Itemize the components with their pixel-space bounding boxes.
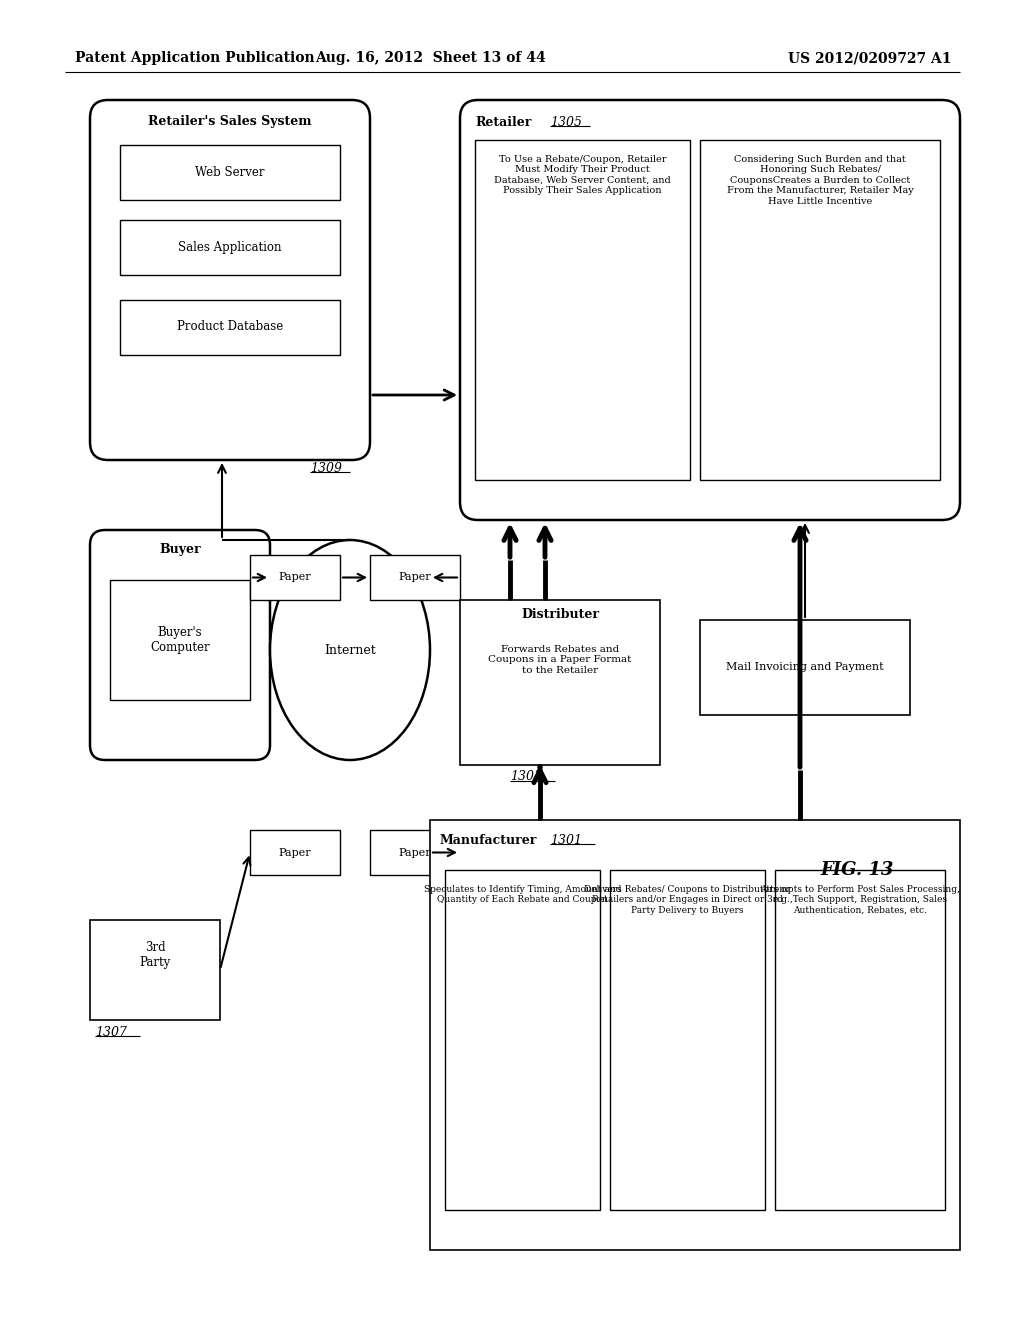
Text: Retailer: Retailer <box>475 116 531 128</box>
Text: Forwards Rebates and
Coupons in a Paper Format
to the Retailer: Forwards Rebates and Coupons in a Paper … <box>488 645 632 675</box>
Text: Internet: Internet <box>325 644 376 656</box>
Bar <box>430 820 961 1250</box>
Text: Retailer's Sales System: Retailer's Sales System <box>148 116 311 128</box>
Text: 1305: 1305 <box>550 116 582 128</box>
Bar <box>90 920 220 1020</box>
Bar <box>250 830 340 875</box>
Bar <box>370 554 460 601</box>
Text: Sales Application: Sales Application <box>178 240 282 253</box>
Bar <box>700 620 910 715</box>
FancyBboxPatch shape <box>460 100 961 520</box>
Text: Mail Invoicing and Payment: Mail Invoicing and Payment <box>726 663 884 672</box>
Bar <box>110 579 250 700</box>
Text: Buyer: Buyer <box>159 544 201 557</box>
Text: Patent Application Publication: Patent Application Publication <box>75 51 314 65</box>
Text: Web Server: Web Server <box>196 165 265 178</box>
Text: Delivers Rebates/ Coupons to Distributors or
Retailers and/or Engages in Direct : Delivers Rebates/ Coupons to Distributor… <box>584 884 791 915</box>
Text: Aug. 16, 2012  Sheet 13 of 44: Aug. 16, 2012 Sheet 13 of 44 <box>314 51 546 65</box>
Text: 1309: 1309 <box>310 462 342 474</box>
Bar <box>700 140 940 480</box>
Bar <box>120 220 340 275</box>
Text: Considering Such Burden and that
Honoring Such Rebates/
CouponsCreates a Burden : Considering Such Burden and that Honorin… <box>727 154 913 206</box>
Text: US 2012/0209727 A1: US 2012/0209727 A1 <box>788 51 951 65</box>
Text: Speculates to Identify Timing, Amount and
Quantity of Each Rebate and Coupon: Speculates to Identify Timing, Amount an… <box>424 884 622 904</box>
Bar <box>120 145 340 201</box>
Text: Paper: Paper <box>279 573 311 582</box>
Text: Manufacturer: Manufacturer <box>440 833 538 846</box>
Bar <box>120 300 340 355</box>
Bar <box>775 870 945 1210</box>
Bar <box>610 870 765 1210</box>
Bar <box>370 830 460 875</box>
Text: Paper: Paper <box>398 573 431 582</box>
FancyBboxPatch shape <box>90 100 370 459</box>
Text: 1303: 1303 <box>510 771 542 784</box>
Text: FIG. 13: FIG. 13 <box>820 861 893 879</box>
Text: To Use a Rebate/Coupon, Retailer
Must Modify Their Product
Database, Web Server : To Use a Rebate/Coupon, Retailer Must Mo… <box>495 154 671 195</box>
Text: Buyer's
Computer: Buyer's Computer <box>151 626 210 653</box>
Bar <box>460 601 660 766</box>
Text: Distributer: Distributer <box>521 609 599 622</box>
Text: Paper: Paper <box>398 847 431 858</box>
Bar <box>475 140 690 480</box>
Text: Paper: Paper <box>279 847 311 858</box>
Bar <box>445 870 600 1210</box>
Text: 1301: 1301 <box>550 833 582 846</box>
Ellipse shape <box>270 540 430 760</box>
Text: 3rd
Party: 3rd Party <box>139 941 171 969</box>
Text: Attempts to Perform Post Sales Processing,
e.g.,Tech Support, Registration, Sale: Attempts to Perform Post Sales Processin… <box>760 884 959 915</box>
Bar <box>250 554 340 601</box>
FancyBboxPatch shape <box>90 531 270 760</box>
Text: Product Database: Product Database <box>177 321 283 334</box>
Text: 1307: 1307 <box>95 1026 127 1039</box>
